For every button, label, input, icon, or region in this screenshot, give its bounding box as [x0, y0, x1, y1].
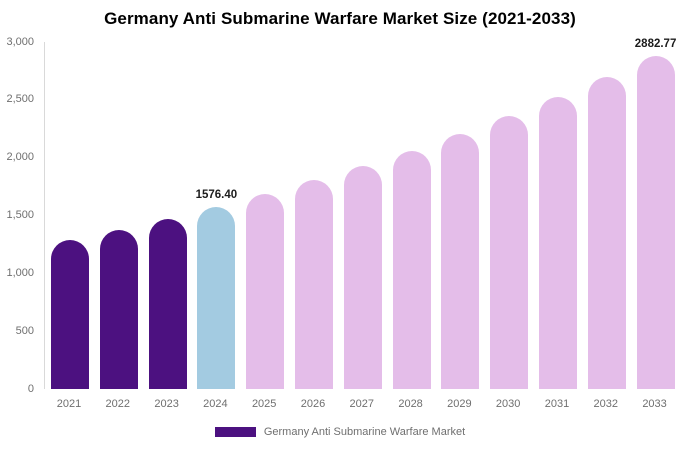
y-axis-tick-labels: 0 500 1,000 1,500 2,000 2,500 3,000	[0, 36, 34, 395]
bar-slot-2032	[587, 42, 626, 389]
bar-slot-2022	[99, 42, 138, 389]
x-tick-label-2025: 2025	[251, 398, 277, 410]
x-axis-tick-labels: 2021 2022 2023 2024 2025 2026 2027 2028 2029 2030…	[44, 398, 679, 410]
chart-title: Germany Anti Submarine Warfare Market Si…	[104, 9, 576, 28]
bar-slot-2024: 1576.40	[195, 42, 238, 389]
x-tick-label-2023: 2023	[154, 398, 179, 410]
y-tick-label-500: 500	[15, 324, 34, 337]
bar-slot-2025	[246, 42, 285, 389]
bar-slot-2028	[392, 42, 431, 389]
x-tick-label-2032: 2032	[593, 398, 618, 410]
x-tick-label-2021: 2021	[56, 398, 82, 410]
bar-2032	[587, 77, 626, 389]
bar-slot-2031	[538, 42, 577, 389]
x-tick-label-2028: 2028	[398, 398, 423, 410]
x-tick-label-2031: 2031	[544, 398, 570, 410]
bar-slot-2023	[148, 42, 187, 389]
bar-slot-2021	[51, 42, 89, 389]
bar-slot-2026	[294, 42, 333, 389]
bar-2026	[294, 180, 333, 389]
bar-2031	[538, 97, 577, 389]
bar-slot-2030	[490, 42, 529, 389]
bar-value-label-2024: 1576.40	[195, 188, 238, 201]
bar-2027	[343, 166, 382, 389]
y-tick-label-1500: 1,500	[6, 209, 34, 221]
x-tick-label-2024: 2024	[203, 398, 228, 410]
legend-label: Germany Anti Submarine Warfare Market	[263, 426, 466, 438]
x-tick-label-2022: 2022	[105, 398, 131, 410]
bar-2033	[636, 55, 675, 389]
legend-swatch	[214, 427, 256, 437]
x-tick-label-2029: 2029	[447, 398, 472, 410]
bar-2025	[246, 194, 285, 389]
bar-value-label-2033: 2882.77	[634, 37, 677, 50]
bar-2024	[197, 206, 236, 389]
bar-2023	[148, 218, 187, 389]
bar-2029	[441, 133, 480, 389]
bar-2030	[490, 116, 529, 389]
bar-slot-2027	[343, 42, 382, 389]
x-tick-label-2033: 2033	[642, 398, 667, 410]
plot-area: 1576.40 2882.77	[44, 38, 680, 389]
legend: Germany Anti Submarine Warfare Market	[0, 426, 680, 438]
y-tick-label-2500: 2,500	[6, 93, 34, 106]
y-tick-label-3000: 3,000	[6, 35, 34, 48]
x-tick-label-2030: 2030	[495, 398, 521, 410]
bar-2021	[51, 239, 89, 389]
y-tick-label-0: 0	[27, 382, 34, 395]
x-tick-label-2027: 2027	[349, 398, 375, 410]
y-tick-label-2000: 2,000	[6, 151, 34, 164]
x-tick-label-2026: 2026	[300, 398, 326, 410]
bar-series: 1576.40 2882.77	[45, 38, 680, 389]
bar-slot-2029	[441, 42, 480, 389]
bar-2028	[392, 150, 431, 389]
bar-slot-2033: 2882.77	[635, 38, 676, 389]
y-tick-label-1000: 1,000	[6, 266, 34, 279]
bar-2022	[99, 229, 138, 389]
